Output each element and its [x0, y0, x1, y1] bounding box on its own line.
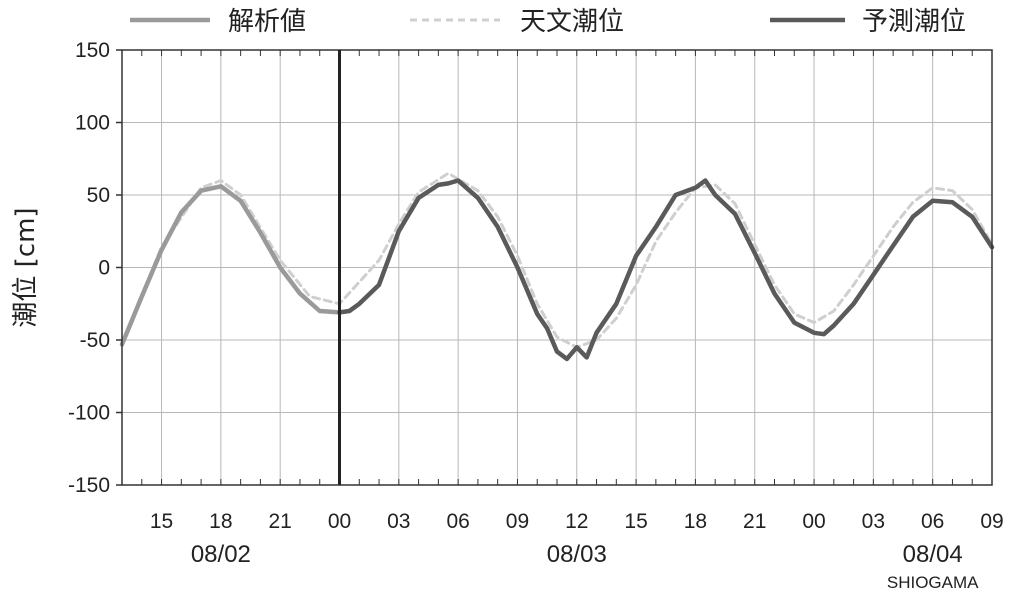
x-tick-label: 03 [387, 510, 410, 533]
series-line-1 [119, 184, 342, 347]
axis-labels: -150 -100 -50 0 50 100 150 15 18 21 00 03 06 09 12 15 18… [11, 39, 1004, 592]
x-tick-label: 06 [921, 510, 944, 533]
y-tick-label: 100 [75, 112, 110, 135]
x-tick-label: 00 [802, 510, 825, 533]
y-tick-label: 150 [75, 39, 110, 62]
series-group [119, 171, 995, 362]
series-line-3 [337, 178, 995, 362]
y-tick-label: 0 [98, 257, 110, 280]
y-tick-label: -150 [68, 474, 110, 497]
grid [122, 49, 993, 486]
x-tick-label: 18 [209, 510, 232, 533]
legend-label-1: 解析値 [228, 7, 306, 37]
legend-label-3: 予測潮位 [862, 7, 966, 37]
x-tick-label: 21 [743, 510, 766, 533]
y-axis-label: 潮位 [cm] [11, 207, 41, 327]
date-label: 08/04 [903, 541, 963, 568]
x-tick-label: 15 [624, 510, 647, 533]
station-label: SHIOGAMA [887, 573, 979, 592]
plot-frame [121, 49, 993, 486]
x-tick-label: 21 [269, 510, 292, 533]
axes [116, 49, 993, 486]
x-tick-label: 18 [684, 510, 707, 533]
x-tick-label: 03 [862, 510, 885, 533]
series-line-2 [120, 171, 994, 349]
date-label: 08/02 [191, 541, 251, 568]
x-tick-label: 09 [506, 510, 529, 533]
x-tick-label: 00 [328, 510, 351, 533]
y-tick-label: -50 [80, 329, 110, 352]
date-label: 08/03 [547, 541, 607, 568]
x-tick-label: 09 [980, 510, 1003, 533]
x-tick-label: 06 [446, 510, 469, 533]
x-tick-label: 15 [150, 510, 173, 533]
y-tick-label: 50 [87, 184, 110, 207]
legend: 解析値 天文潮位 予測潮位 [130, 7, 966, 37]
legend-label-2: 天文潮位 [520, 7, 624, 37]
y-tick-label: -100 [68, 402, 110, 425]
x-tick-label: 12 [565, 510, 588, 533]
